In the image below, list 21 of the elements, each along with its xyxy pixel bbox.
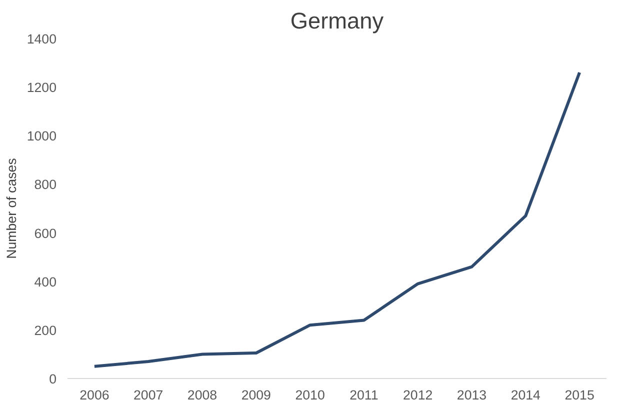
x-tick-label: 2014 xyxy=(510,388,542,402)
x-tick-label: 2009 xyxy=(241,388,271,402)
y-tick-label: 800 xyxy=(34,177,57,192)
x-tick-label: 2010 xyxy=(295,388,325,402)
y-tick-label: 600 xyxy=(34,226,57,241)
x-tick-label: 2013 xyxy=(456,388,487,402)
x-tick-label: 2006 xyxy=(80,388,110,402)
x-tick-label: 2007 xyxy=(134,388,164,402)
chart-title: Germany xyxy=(290,8,384,34)
y-tick-label: 1400 xyxy=(26,32,57,46)
line-series xyxy=(92,71,582,368)
x-tick-label: 2008 xyxy=(187,388,218,402)
x-tick-label: 2012 xyxy=(403,388,433,402)
y-axis-title: Number of cases xyxy=(4,158,19,259)
y-tick-label: 0 xyxy=(49,372,57,386)
y-tick-label: 200 xyxy=(34,322,57,338)
x-tick-label: 2011 xyxy=(350,388,378,402)
y-tick-label: 1200 xyxy=(26,80,57,96)
x-tick-label: 2015 xyxy=(564,388,594,402)
y-tick-label: 400 xyxy=(34,274,57,290)
y-tick-label: 1000 xyxy=(26,128,57,144)
